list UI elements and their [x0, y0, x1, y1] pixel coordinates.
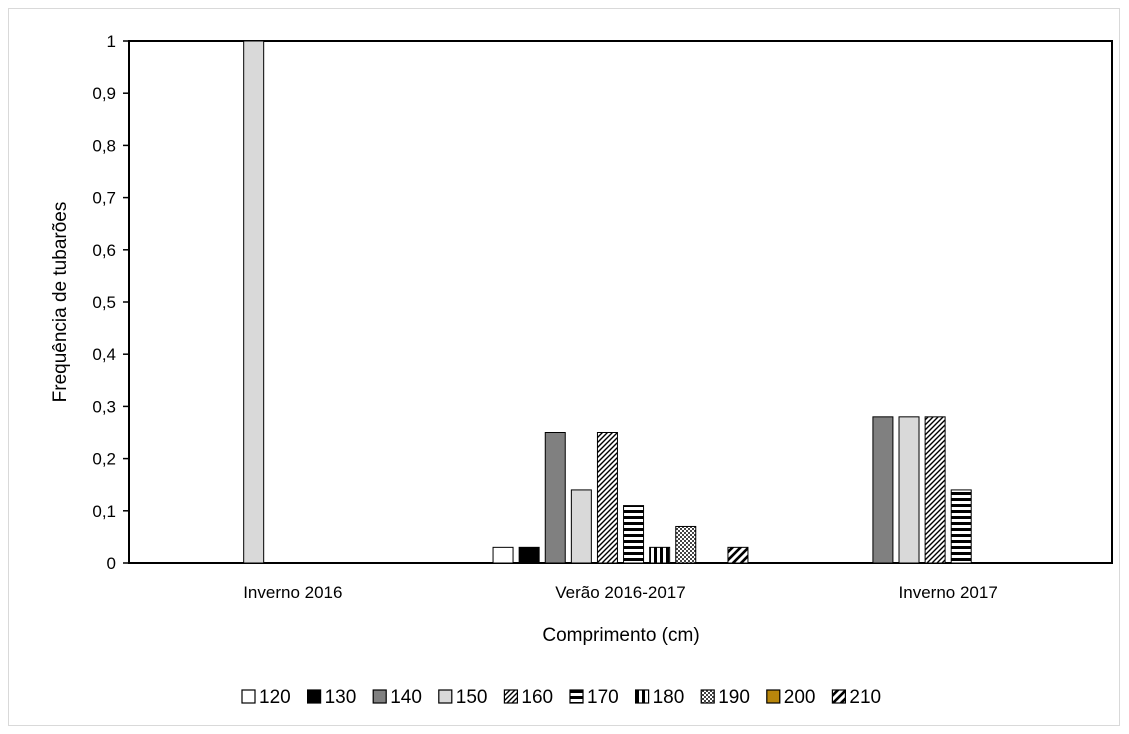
x-axis-ticks: Inverno 2016 Verão 2016-2017 Inverno 2017 — [243, 583, 998, 602]
bar-210-1 — [727, 546, 749, 564]
bar-120-1 — [492, 546, 514, 564]
legend-swatch-120 — [241, 689, 256, 704]
y-tick-label: 0,1 — [92, 502, 116, 521]
legend-label-200: 200 — [784, 687, 816, 708]
bar-190-1 — [675, 525, 697, 564]
bar-150-2 — [898, 416, 920, 564]
bar-180-1 — [649, 546, 671, 564]
legend-label-210: 210 — [849, 687, 881, 708]
legend-swatch-200 — [766, 689, 781, 704]
bar-150-1 — [570, 489, 592, 564]
legend-swatch-160 — [503, 689, 518, 704]
plot-area — [128, 40, 1113, 564]
y-tick-label: 0 — [107, 554, 116, 573]
bar-170-1 — [623, 505, 645, 564]
legend-swatch-170 — [569, 689, 584, 704]
y-tick-label: 0,8 — [92, 136, 116, 155]
legend-label-140: 140 — [390, 687, 422, 708]
bar-170-2 — [950, 489, 972, 564]
legend-label-120: 120 — [259, 687, 291, 708]
bars-layer — [243, 40, 972, 564]
y-tick-label: 0,5 — [92, 293, 116, 312]
plot-border — [128, 40, 1113, 564]
legend-label-160: 160 — [521, 687, 553, 708]
legend-label-190: 190 — [718, 687, 750, 708]
bar-160-2 — [924, 416, 946, 564]
legend-label-150: 150 — [456, 687, 488, 708]
bar-140-2 — [872, 416, 894, 564]
legend-label-180: 180 — [653, 687, 685, 708]
legend-swatch-210 — [831, 689, 847, 704]
x-tick-label: Verão 2016-2017 — [555, 583, 685, 602]
y-axis-title: Frequência de tubarões — [50, 202, 71, 403]
y-tick-label: 0,4 — [92, 345, 116, 364]
legend-label-130: 130 — [325, 687, 357, 708]
legend-label-170: 170 — [587, 687, 619, 708]
y-tick-label: 0,7 — [92, 189, 116, 208]
x-tick-label: Inverno 2016 — [243, 583, 342, 602]
y-tick-label: 0,9 — [92, 84, 116, 103]
y-tick-label: 0,6 — [92, 241, 116, 260]
bar-130-1 — [518, 546, 540, 564]
x-axis-title: Comprimento (cm) — [542, 625, 699, 646]
chart-frame — [8, 8, 1120, 726]
legend-swatch-190 — [700, 689, 715, 704]
legend-swatch-130 — [307, 689, 322, 704]
legend-swatch-180 — [634, 689, 650, 704]
bar-140-1 — [544, 432, 566, 564]
legend-swatch-140 — [372, 689, 387, 704]
legend-swatch-150 — [438, 689, 453, 704]
y-axis-ticks: 0 0,1 0,2 0,3 0,4 0,5 0,6 0,7 0,8 0,9 1 — [92, 32, 129, 573]
y-tick-label: 0,3 — [92, 397, 116, 416]
x-tick-label: Inverno 2017 — [899, 583, 998, 602]
y-tick-label: 0,2 — [92, 450, 116, 469]
bar-150-0 — [243, 40, 265, 564]
y-tick-label: 1 — [107, 32, 116, 51]
legend: 120 130 140 150 160 170 180 190 200 210 — [241, 687, 881, 708]
bar-160-1 — [596, 432, 618, 564]
